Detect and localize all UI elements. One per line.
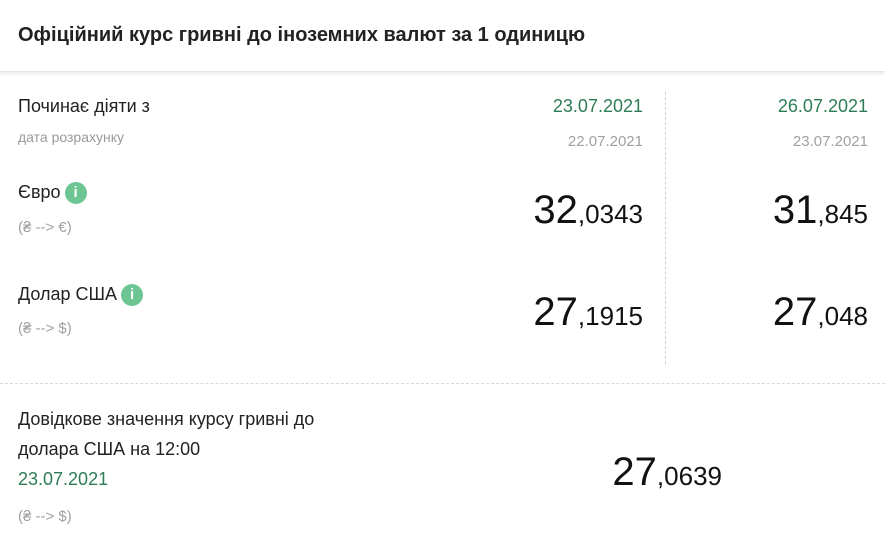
currency-direction: (₴ --> €): [18, 219, 72, 236]
rate-euro-2: 31,845: [772, 188, 868, 232]
reference-date: 23.07.2021: [18, 469, 109, 489]
calc-date-label: дата розрахунку: [18, 129, 124, 145]
info-icon[interactable]: i: [121, 284, 144, 307]
reference-rate: 27,0639: [612, 450, 722, 494]
currency-direction: (₴ --> $): [18, 320, 72, 337]
effective-label: Починає діяти з: [18, 96, 150, 116]
calc-date-2: 23.07.2021: [792, 133, 868, 150]
currency-euro: Євро i: [18, 182, 87, 205]
reference-title-line2: долара США на 12:00: [18, 439, 201, 459]
calc-date-1: 22.07.2021: [567, 133, 643, 150]
rate-euro-1: 32,0343: [533, 188, 643, 232]
reference-direction: (₴ --> $): [18, 508, 72, 525]
rate-usd-2: 27,048: [772, 290, 868, 334]
currency-name: Долар США: [18, 284, 118, 304]
currency-usd: Долар США i: [18, 284, 144, 307]
reference-title-line1: Довідкове значення курсу гривні до: [18, 409, 315, 429]
effective-date-1: 23.07.2021: [552, 96, 643, 116]
rate-usd-1: 27,1915: [533, 290, 643, 334]
effective-date-2: 26.07.2021: [777, 96, 868, 116]
info-icon[interactable]: i: [64, 182, 87, 205]
currency-name: Євро: [18, 182, 61, 202]
section-divider: [0, 383, 885, 384]
page-header: Офіційний курс гривні до іноземних валют…: [0, 0, 885, 72]
page-title: Офіційний курс гривні до іноземних валют…: [18, 24, 586, 46]
column-divider: [665, 92, 666, 364]
